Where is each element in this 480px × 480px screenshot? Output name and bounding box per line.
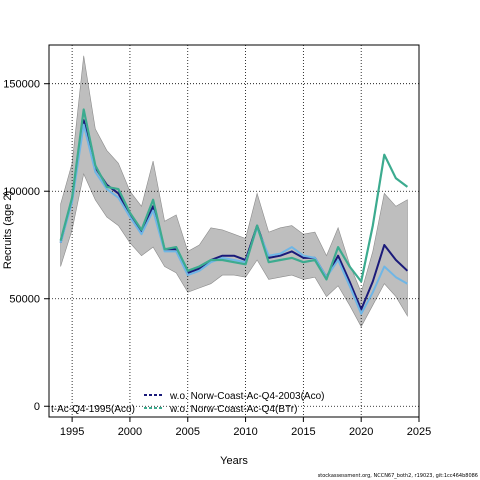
x-tick-label: 2010	[233, 426, 257, 438]
series-layer	[59, 108, 409, 315]
y-axis-label: Recruits (age 2)	[2, 191, 14, 269]
legend-label-1: t-Ac-Q4-1995(Aco)	[51, 404, 135, 415]
series-line-3	[59, 108, 409, 283]
y-tick-label: 100000	[3, 186, 40, 198]
x-tick-label: 2020	[349, 426, 373, 438]
axes-layer: 1995 2000 2005 2010 2015 2020 2025 0 50000 100000…	[3, 79, 431, 438]
x-tick-label: 2015	[291, 426, 315, 438]
y-tick-label: 50000	[9, 294, 40, 306]
legend-label-3: w.o. Norw-Coast-Ac-Q4(BTr)	[169, 404, 297, 415]
plot-frame	[48, 44, 420, 418]
y-tick-label: 150000	[3, 79, 40, 91]
legend: t-Ac-Q4-1995(Aco) w.o. Norw-Coast-Ac-Q4-2…	[51, 391, 325, 415]
series-line-1	[59, 119, 409, 311]
x-axis-label: Years	[220, 455, 248, 467]
confidence-band	[60, 55, 408, 328]
x-tick-label: 2000	[118, 426, 142, 438]
footer-credit: stockassessment.org, NCCN67_both2, r1902…	[317, 473, 478, 479]
x-tick-label: 2025	[407, 426, 431, 438]
x-tick-label: 2005	[176, 426, 200, 438]
y-tick-label: 0	[34, 401, 40, 413]
confidence-band-layer	[60, 55, 408, 328]
grid-layer	[49, 45, 420, 417]
x-tick-label: 1995	[60, 426, 84, 438]
series-line-2	[59, 123, 408, 315]
legend-label-2: w.o. Norw-Coast-Ac-Q4-2003(Aco)	[169, 391, 325, 402]
